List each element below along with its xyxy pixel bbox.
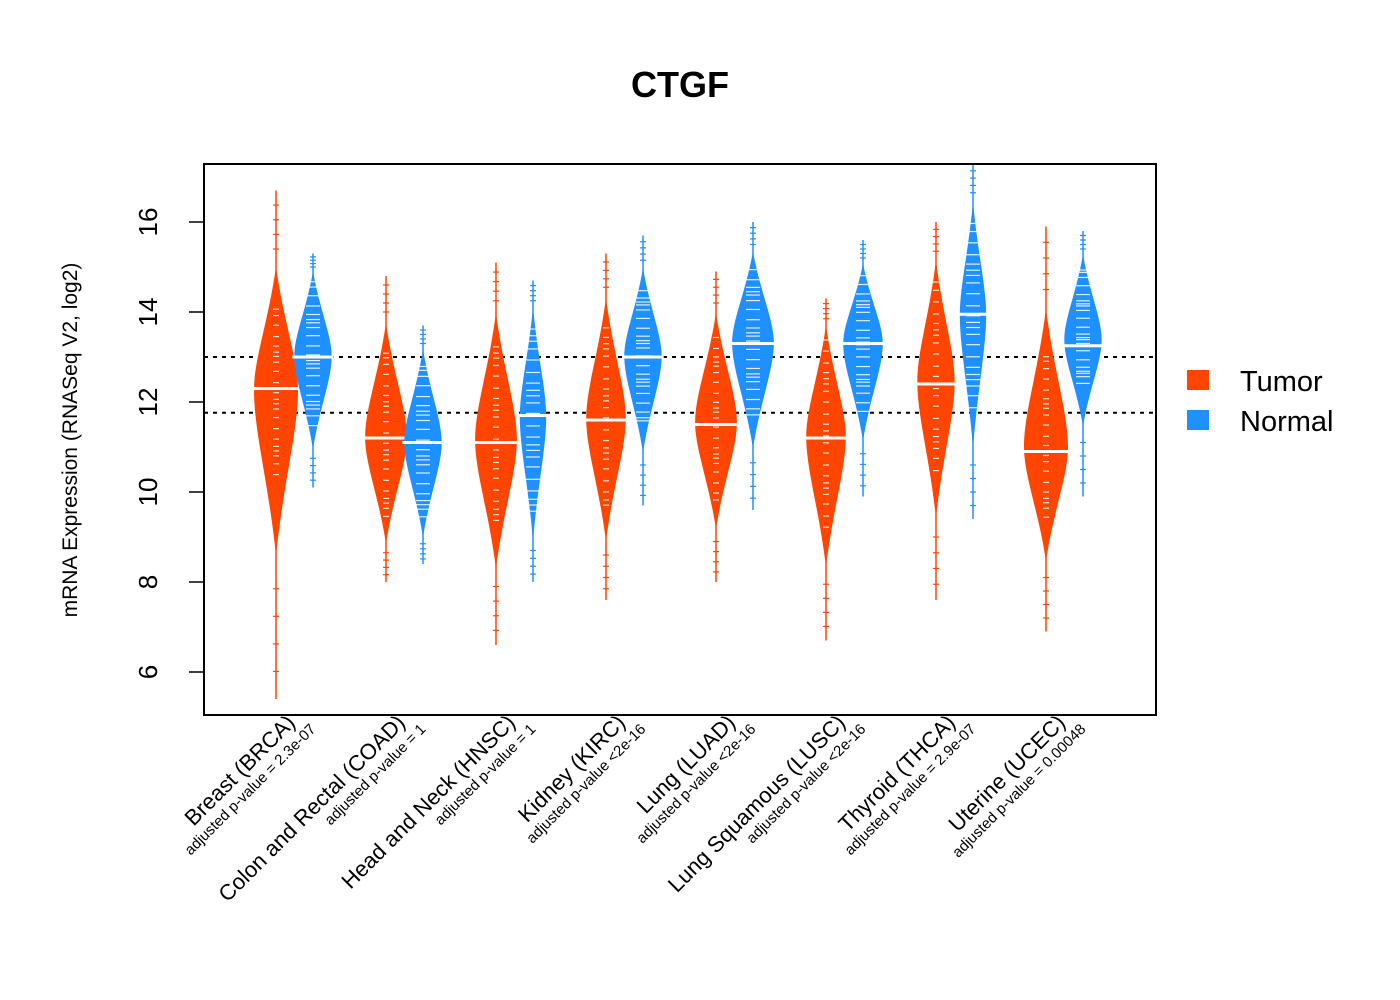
violin-body	[1064, 254, 1102, 427]
violin-body	[843, 263, 883, 441]
legend-swatch-tumor	[1187, 370, 1209, 390]
violin-tumor-5	[804, 298, 848, 641]
violin-normal-7	[1062, 231, 1104, 497]
y-axis-label: mRNA Expression (RNASeq V2, log2)	[59, 263, 82, 618]
violin-body	[475, 312, 517, 569]
plot-frame	[203, 163, 1157, 716]
y-tick-label: 8	[133, 575, 163, 589]
violin-tumor-6	[915, 222, 957, 600]
violin-normal-3	[622, 235, 664, 506]
violins	[252, 163, 1104, 699]
y-tick-label: 10	[133, 478, 163, 507]
chart-title: CTGF	[631, 64, 729, 105]
legend: Tumor Normal	[1187, 366, 1333, 438]
violin-body	[806, 324, 846, 568]
violin-normal-2	[517, 280, 549, 582]
category-label: Lung Squamous (LUSC)	[663, 710, 850, 897]
violin-body	[624, 267, 662, 453]
y-tick-label: 14	[133, 298, 163, 327]
violin-tumor-3	[584, 253, 628, 600]
y-tick-label: 16	[133, 208, 163, 237]
y-tick-label: 12	[133, 388, 163, 417]
violin-tumor-4	[693, 271, 739, 582]
legend-swatch-normal	[1187, 410, 1209, 430]
violin-normal-1	[402, 325, 444, 564]
violin-body	[254, 266, 298, 556]
y-tick-label: 6	[133, 665, 163, 679]
reference-lines	[204, 356, 1156, 414]
violin-normal-5	[841, 240, 885, 497]
violin-tumor-0	[252, 190, 300, 699]
y-axis: 6 8 10 12 14 16	[133, 208, 205, 679]
x-axis-labels: Breast (BRCA)adjusted p-value = 2.3e-07C…	[179, 710, 1089, 907]
violin-tumor-1	[363, 276, 409, 582]
violin-body	[519, 306, 547, 542]
violin-tumor-2	[473, 262, 519, 645]
violin-normal-4	[730, 222, 776, 510]
legend-label-normal: Normal	[1240, 406, 1333, 438]
violin-body	[1024, 308, 1068, 562]
violin-tumor-7	[1022, 226, 1070, 632]
violin-normal-6	[957, 163, 989, 519]
violin-body	[695, 312, 737, 530]
violin-normal-0	[292, 253, 334, 488]
violin-body	[959, 201, 987, 449]
legend-label-tumor: Tumor	[1240, 366, 1323, 398]
